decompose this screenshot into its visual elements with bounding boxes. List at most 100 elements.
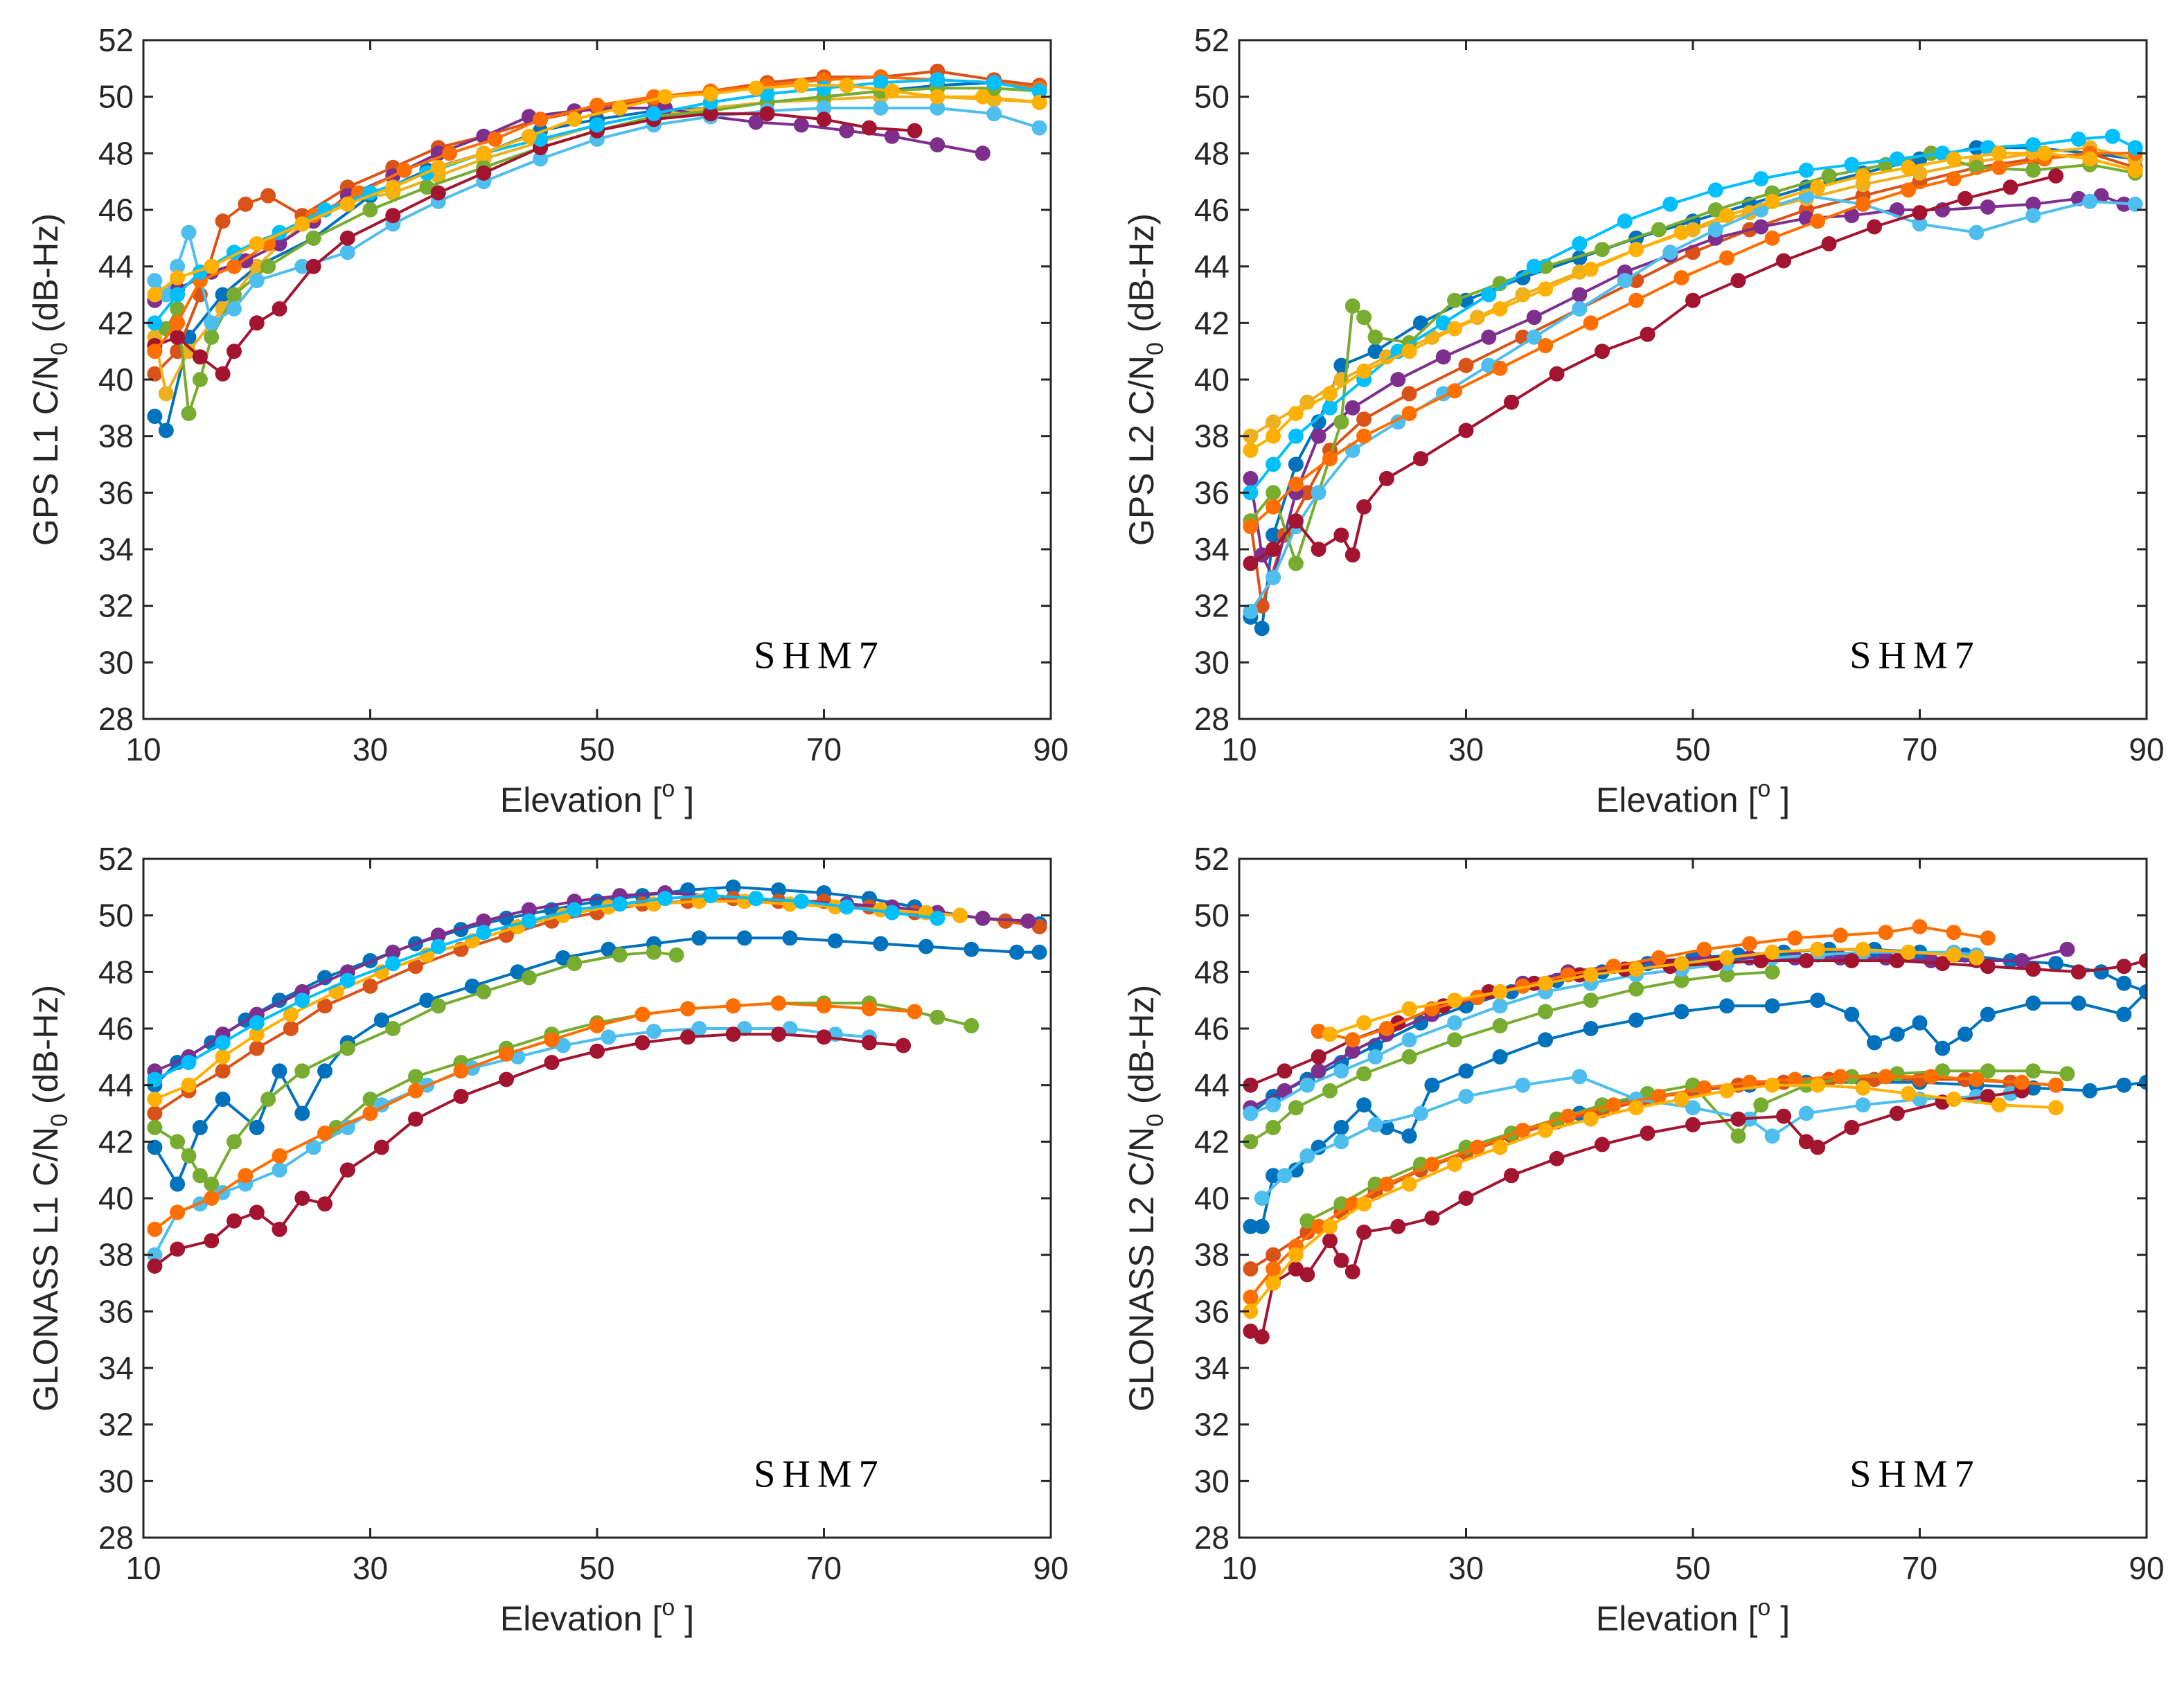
x-tick-label: 50 [1675,1550,1710,1586]
x-axis-label: Elevation [o ] [1596,1594,1790,1638]
data-point [1266,499,1281,515]
data-point [1447,321,1463,337]
data-point [1458,423,1474,438]
data-point [215,1092,231,1108]
data-point [1333,1119,1349,1135]
data-point [1764,998,1780,1014]
data-point [1243,1105,1259,1121]
data-point [589,97,605,113]
data-point [793,78,809,94]
data-point [1469,990,1485,1006]
data-point [317,998,332,1014]
data-point [499,1046,514,1062]
series-sat-11 [147,888,945,1087]
y-tick-label: 32 [98,1407,134,1443]
data-point [1266,1261,1281,1277]
data-point [238,196,254,212]
data-point [1367,1049,1383,1065]
data-point [249,258,265,274]
data-point [408,1069,423,1085]
series-line [153,95,1040,395]
data-point [1356,1066,1372,1082]
data-point [1719,950,1735,966]
series-line [154,897,1040,1115]
data-point [533,151,549,167]
data-point [782,1021,798,1036]
data-point [2116,1077,2132,1093]
data-point [476,984,492,999]
data-point [1844,1119,1860,1135]
series-sat-2 [1243,984,2147,1234]
data-point [1288,428,1304,444]
data-point [192,1119,208,1135]
x-tick-label: 10 [1221,1550,1257,1586]
data-point [1560,1108,1576,1124]
data-point [2093,964,2109,980]
data-point [476,145,492,161]
data-point [975,89,991,105]
data-point [567,112,583,127]
data-point [1935,1040,1951,1056]
data-point [2036,145,2052,161]
y-tick-label: 42 [1194,305,1229,341]
data-point [634,1035,650,1051]
data-point [453,1089,469,1104]
data-point [1020,913,1036,929]
data-point [2048,1100,2063,1116]
data-point [1311,1063,1326,1079]
data-point [272,1063,287,1079]
data-point [170,258,186,274]
data-point [1844,1006,1860,1022]
data-point [1707,202,1723,217]
data-point [930,1009,945,1025]
data-point [1583,993,1599,1008]
series-sat-10 [1243,145,2143,459]
data-point [521,128,537,144]
data-point [1912,216,1928,232]
data-point [1311,428,1326,444]
data-point [170,1134,186,1150]
data-point [1673,972,1689,988]
data-point [1356,310,1372,326]
data-point [1447,1157,1463,1172]
data-point [464,978,480,994]
station-annotation: SHM7 [754,634,885,677]
data-point [294,993,310,1008]
data-point [1810,213,1826,229]
data-point [1243,1323,1259,1339]
data-point [2070,995,2086,1011]
data-point [1435,315,1451,331]
data-point [249,315,265,331]
data-point [1356,1097,1372,1113]
x-tick-label: 10 [125,1550,161,1586]
data-point [1889,151,1905,167]
data-point [1798,1105,1814,1121]
data-point [1787,1071,1803,1087]
data-point [1719,208,1735,224]
data-point [1288,406,1304,421]
data-point [215,287,231,303]
data-point [1333,1063,1349,1079]
data-point [1776,253,1791,269]
data-point [305,230,321,246]
data-point [1923,1069,1939,1085]
data-point [1673,956,1689,972]
data-point [147,287,163,303]
data-point [1288,456,1304,472]
data-point [1572,1069,1588,1085]
data-point [1719,250,1735,266]
data-point [2025,137,2041,153]
data-point [2139,984,2147,999]
data-point [1322,1026,1338,1042]
data-point [170,287,186,303]
data-point [657,89,673,105]
data-point [1935,956,1951,972]
data-point [930,72,945,88]
data-point [476,165,492,181]
data-point [702,888,718,904]
data-point [1266,456,1281,472]
data-point [1980,140,1996,156]
data-point [702,86,718,102]
data-point [2048,168,2063,184]
data-point [305,1139,321,1155]
